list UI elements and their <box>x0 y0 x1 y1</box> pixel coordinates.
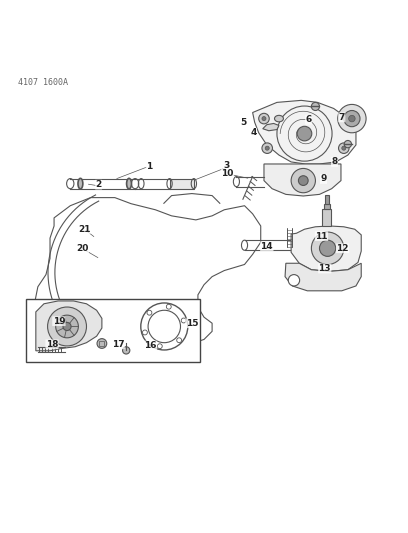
Circle shape <box>342 146 346 150</box>
Circle shape <box>338 104 366 133</box>
Circle shape <box>344 110 360 127</box>
Bar <box>325 195 329 204</box>
Bar <box>324 204 330 209</box>
Text: 17: 17 <box>112 340 124 349</box>
Circle shape <box>97 338 107 349</box>
Circle shape <box>177 338 182 343</box>
Ellipse shape <box>126 179 131 189</box>
Circle shape <box>262 117 266 120</box>
Circle shape <box>297 126 312 141</box>
Circle shape <box>311 102 319 110</box>
Text: 8: 8 <box>331 157 337 166</box>
Bar <box>322 209 331 226</box>
Text: 6: 6 <box>306 115 312 124</box>
Circle shape <box>344 141 352 148</box>
Circle shape <box>166 304 171 309</box>
Text: 4107 1600A: 4107 1600A <box>18 78 68 87</box>
Circle shape <box>262 143 273 154</box>
Ellipse shape <box>78 179 83 189</box>
Text: 21: 21 <box>78 225 90 233</box>
Circle shape <box>339 114 349 124</box>
Polygon shape <box>263 124 279 131</box>
Ellipse shape <box>275 115 284 122</box>
Text: 1: 1 <box>146 161 153 171</box>
Circle shape <box>48 307 86 346</box>
Text: 2: 2 <box>95 180 102 189</box>
Text: 7: 7 <box>339 113 345 122</box>
Circle shape <box>349 115 355 122</box>
Circle shape <box>342 117 346 120</box>
Text: 5: 5 <box>240 118 246 127</box>
Circle shape <box>291 168 315 193</box>
Text: 10: 10 <box>221 169 234 178</box>
Bar <box>26 299 200 362</box>
Text: 16: 16 <box>144 341 157 350</box>
Circle shape <box>142 330 147 335</box>
Circle shape <box>288 274 299 286</box>
Polygon shape <box>291 226 361 271</box>
Circle shape <box>298 176 308 185</box>
Text: 15: 15 <box>186 319 198 328</box>
Text: 20: 20 <box>76 244 89 253</box>
Text: 4: 4 <box>250 128 257 138</box>
Text: 12: 12 <box>336 244 349 253</box>
Polygon shape <box>264 164 341 196</box>
Polygon shape <box>36 301 102 351</box>
Bar <box>170 179 194 189</box>
Text: 18: 18 <box>46 340 58 349</box>
Circle shape <box>339 143 349 154</box>
Circle shape <box>181 318 186 323</box>
Text: 11: 11 <box>315 232 328 240</box>
Circle shape <box>319 240 336 256</box>
Circle shape <box>63 322 71 330</box>
Circle shape <box>122 347 130 354</box>
Circle shape <box>265 146 269 150</box>
Circle shape <box>147 310 152 315</box>
Circle shape <box>311 232 344 264</box>
Circle shape <box>55 315 78 338</box>
Circle shape <box>157 344 162 349</box>
Text: 13: 13 <box>319 264 331 273</box>
Polygon shape <box>253 100 356 164</box>
Text: 3: 3 <box>223 160 229 169</box>
Circle shape <box>259 114 269 124</box>
Text: 19: 19 <box>53 317 65 326</box>
Text: 9: 9 <box>320 174 327 183</box>
Text: 14: 14 <box>260 242 273 251</box>
Polygon shape <box>285 263 361 291</box>
Bar <box>100 341 104 346</box>
